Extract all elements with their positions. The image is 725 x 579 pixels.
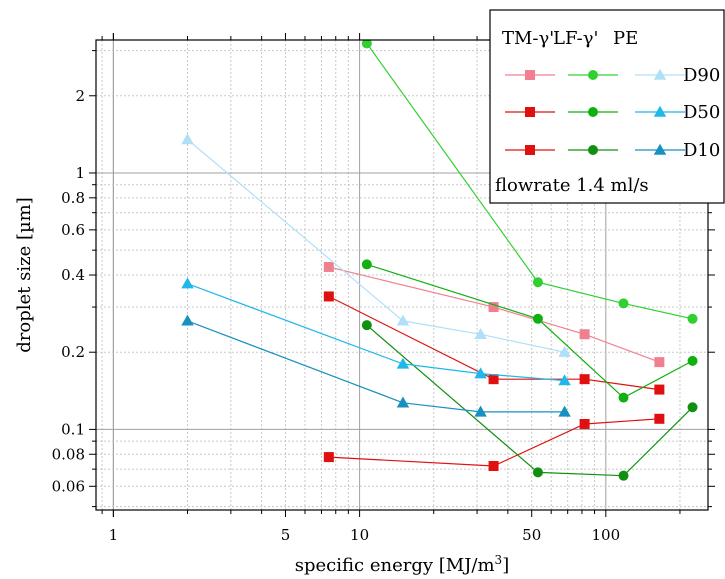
data-point-pe-d10 (181, 314, 194, 326)
legend-row-label: D50 (683, 102, 720, 123)
data-point-tm-d90 (488, 302, 499, 313)
legend-marker (588, 145, 598, 155)
data-point-lf-d10 (361, 320, 372, 331)
data-point-pe-d10 (396, 396, 410, 408)
series-line-lf-d50 (366, 263, 693, 399)
data-point-lf-d50 (687, 355, 698, 366)
y-tick-label: 0.8 (61, 189, 85, 207)
x-tick-label: 10 (350, 526, 369, 544)
data-point-lf-d50 (532, 313, 543, 324)
data-point-lf-d10 (532, 467, 543, 478)
data-point-tm-d90 (654, 357, 665, 368)
legend-note: flowrate 1.4 ml/s (495, 175, 649, 196)
legend-marker (525, 145, 535, 155)
y-tick-label: 0.2 (61, 343, 85, 361)
y-tick-label: 2 (75, 87, 85, 105)
data-point-lf-d10 (687, 402, 698, 413)
data-point-pe-d90 (558, 345, 571, 357)
y-tick-label: 0.1 (61, 420, 85, 438)
legend-marker (525, 70, 535, 80)
legend-marker (525, 107, 535, 117)
x-tick-label: 50 (522, 526, 541, 544)
data-point-pe-d90 (181, 133, 194, 145)
data-point-lf-d90 (618, 298, 629, 309)
data-point-tm-d50 (488, 374, 499, 385)
y-tick-label: 0.6 (61, 221, 85, 239)
series-line-pe-d10 (187, 320, 565, 413)
data-point-tm-d10 (579, 418, 590, 429)
data-point-tm-d50 (654, 384, 665, 395)
series-line-pe-d90 (187, 139, 565, 353)
series-line-tm-d10 (328, 418, 660, 467)
x-axis-label: specific energy [MJ/m3] (295, 553, 509, 576)
legend-marker (653, 105, 667, 117)
legend-header: TM-γ' (502, 28, 554, 49)
x-tick-label: 100 (592, 526, 621, 544)
legend-marker (653, 143, 667, 155)
data-point-pe-d50 (474, 367, 487, 379)
plot-area (181, 40, 698, 481)
series-line-pe-d50 (187, 283, 565, 382)
legend-marker (588, 107, 598, 117)
data-point-pe-d50 (558, 374, 571, 386)
data-point-pe-d50 (396, 357, 410, 369)
data-point-tm-d90 (323, 261, 334, 272)
data-point-pe-d90 (474, 328, 487, 339)
data-point-tm-d10 (323, 452, 334, 463)
legend-marker (653, 68, 667, 80)
legend-marker (588, 70, 598, 80)
series-line-lf-d90 (366, 43, 693, 320)
legend-header: PE (613, 28, 638, 49)
data-point-lf-d90 (532, 277, 543, 288)
y-axis-label: droplet size [µm] (14, 197, 35, 353)
legend-row-label: D10 (683, 140, 720, 161)
series-line-tm-d50 (328, 295, 660, 391)
data-point-lf-d50 (618, 392, 629, 403)
y-tick-label: 1 (75, 164, 85, 182)
data-point-tm-d90 (579, 329, 590, 340)
data-point-lf-d90 (687, 313, 698, 324)
x-tick-label: 1 (109, 526, 119, 544)
data-point-pe-d50 (181, 277, 194, 289)
series-line-lf-d10 (366, 324, 693, 477)
data-point-tm-d10 (654, 413, 665, 424)
x-tick-label: 5 (281, 526, 291, 544)
y-tick-label: 0.06 (52, 477, 85, 495)
y-tick-label: 0.4 (61, 266, 85, 284)
data-point-lf-d10 (618, 470, 629, 481)
data-point-tm-d50 (579, 374, 590, 385)
data-point-pe-d10 (558, 405, 571, 417)
data-point-lf-d90 (361, 40, 372, 49)
data-point-pe-d90 (396, 314, 410, 326)
legend-row-label: D90 (683, 65, 720, 86)
legend-box (489, 9, 725, 204)
data-point-tm-d10 (488, 460, 499, 471)
series-line-tm-d90 (328, 266, 660, 363)
y-tick-label: 0.08 (52, 445, 85, 463)
legend-header: LF-γ' (553, 28, 598, 49)
data-point-lf-d50 (361, 259, 372, 270)
data-point-pe-d10 (474, 405, 487, 417)
data-point-tm-d50 (323, 291, 334, 302)
